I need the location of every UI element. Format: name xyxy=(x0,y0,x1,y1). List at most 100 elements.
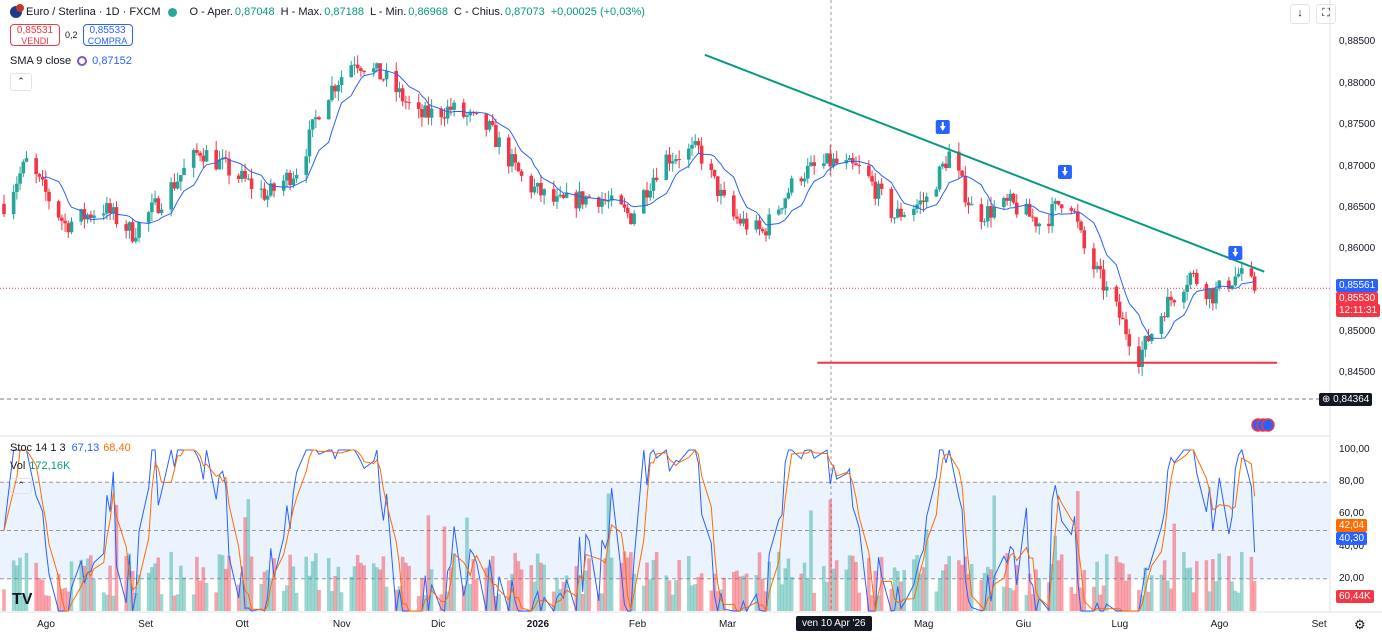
candle-body xyxy=(741,218,746,224)
indicator-settings-icon[interactable] xyxy=(77,56,88,66)
volume-bar xyxy=(1014,564,1019,611)
volume-bar xyxy=(960,564,964,611)
volume-bar xyxy=(21,595,26,611)
arrow-down-button[interactable]: ↓ xyxy=(1290,4,1310,24)
sma-legend[interactable]: SMA 9 close 0,87152 xyxy=(10,55,132,67)
candle-body xyxy=(156,198,161,214)
candle-body xyxy=(539,182,543,196)
volume-bar xyxy=(34,562,38,611)
volume-bar xyxy=(497,593,501,611)
candle-body xyxy=(56,201,61,218)
buy-button[interactable]: 0,85533 COMPRA xyxy=(82,24,133,46)
volume-bar xyxy=(397,586,402,611)
candle-body xyxy=(1114,286,1119,302)
tradingview-logo-icon[interactable]: TV xyxy=(12,591,33,608)
volume-bar xyxy=(1211,559,1215,611)
candle-body xyxy=(1059,204,1064,209)
volume-bar xyxy=(857,592,861,611)
stoc-legend[interactable]: Stoc 14 1 3 67,13 68,40 xyxy=(10,442,131,454)
candle-body xyxy=(11,192,16,215)
time-tick-label: Lug xyxy=(1111,619,1129,630)
candle-body xyxy=(400,88,405,102)
candle-body xyxy=(889,188,894,218)
candle-body xyxy=(394,70,399,93)
candle-body xyxy=(265,195,270,200)
candle-body xyxy=(378,63,382,80)
volume-bar xyxy=(101,592,106,611)
candle-body xyxy=(494,124,498,148)
volume-bar xyxy=(442,526,447,611)
volume-bar xyxy=(924,529,929,611)
volume-bar xyxy=(1188,567,1193,611)
volume-bar xyxy=(992,495,997,611)
candle-body xyxy=(359,68,363,71)
candle-body xyxy=(1005,197,1009,201)
volume-bar xyxy=(513,552,517,611)
candle-body xyxy=(461,102,466,117)
candle-body xyxy=(262,188,267,200)
volume-bar xyxy=(1137,589,1141,611)
candle-body xyxy=(850,158,855,164)
candle-body xyxy=(847,158,852,161)
volume-bar xyxy=(564,575,569,611)
vol-value: 172,16K xyxy=(29,460,71,472)
volume-bar xyxy=(1124,580,1128,611)
volume-bar xyxy=(1230,581,1234,611)
candle-body xyxy=(1047,223,1051,227)
candle-body xyxy=(240,170,244,180)
volume-bar xyxy=(1172,523,1177,611)
candle-body xyxy=(21,161,26,174)
candle-body xyxy=(326,100,331,120)
volume-bar xyxy=(269,578,273,611)
candle-body xyxy=(561,194,566,198)
volume-bar xyxy=(314,553,318,611)
stoc-k-value: 67,13 xyxy=(71,442,100,454)
candle-body xyxy=(1188,272,1193,285)
candle-body xyxy=(715,176,720,197)
candle-body xyxy=(780,208,784,210)
candle-body xyxy=(1024,203,1029,215)
volume-bar xyxy=(330,590,334,611)
candle-body xyxy=(580,191,585,205)
candle-body xyxy=(317,117,321,120)
candle-body xyxy=(40,176,45,180)
candle-body xyxy=(918,200,923,205)
candle-body xyxy=(960,170,964,176)
volume-bar xyxy=(82,565,87,611)
fullscreen-button[interactable]: ⛶ xyxy=(1316,4,1336,24)
volume-bar xyxy=(789,577,794,611)
volume-bar xyxy=(394,589,399,611)
candle-body xyxy=(651,177,656,191)
sell-button[interactable]: 0,85531 VENDI xyxy=(10,24,60,46)
candle-body xyxy=(809,162,813,166)
candle-body xyxy=(629,213,633,225)
candle-body xyxy=(339,77,344,85)
volume-bar xyxy=(214,592,218,611)
candle-body xyxy=(153,198,157,203)
chevron-up-icon: ⌃ xyxy=(17,76,25,86)
volume-bar xyxy=(227,555,231,611)
candle-body xyxy=(600,199,604,207)
candle-body xyxy=(294,174,299,179)
collapse-stoc-button[interactable]: ⌃ xyxy=(10,478,32,494)
support-price-label[interactable]: ⊕ 0,84364 xyxy=(1319,393,1373,406)
stoc-tick-label: 20,00 xyxy=(1339,572,1365,584)
volume-bar xyxy=(404,562,408,611)
volume-bar xyxy=(622,551,627,611)
gear-icon[interactable]: ⚙ xyxy=(1354,617,1366,632)
volume-bar xyxy=(159,594,164,611)
symbol-title[interactable]: Euro / Sterlina · 1D · FXCM xyxy=(26,6,161,18)
candle-body xyxy=(281,180,286,191)
collapse-legend-button[interactable]: ⌃ xyxy=(10,73,32,91)
candle-body xyxy=(963,175,968,203)
candle-body xyxy=(944,163,948,169)
volume-bar xyxy=(452,553,456,611)
candle-body xyxy=(587,196,591,198)
vol-legend[interactable]: Vol 172,16K xyxy=(10,460,70,472)
volume-bar xyxy=(510,573,514,611)
volume-bar xyxy=(828,499,833,611)
candle-body xyxy=(542,189,546,196)
arrow-down-icon xyxy=(1232,248,1239,257)
volume-bar xyxy=(654,552,659,611)
